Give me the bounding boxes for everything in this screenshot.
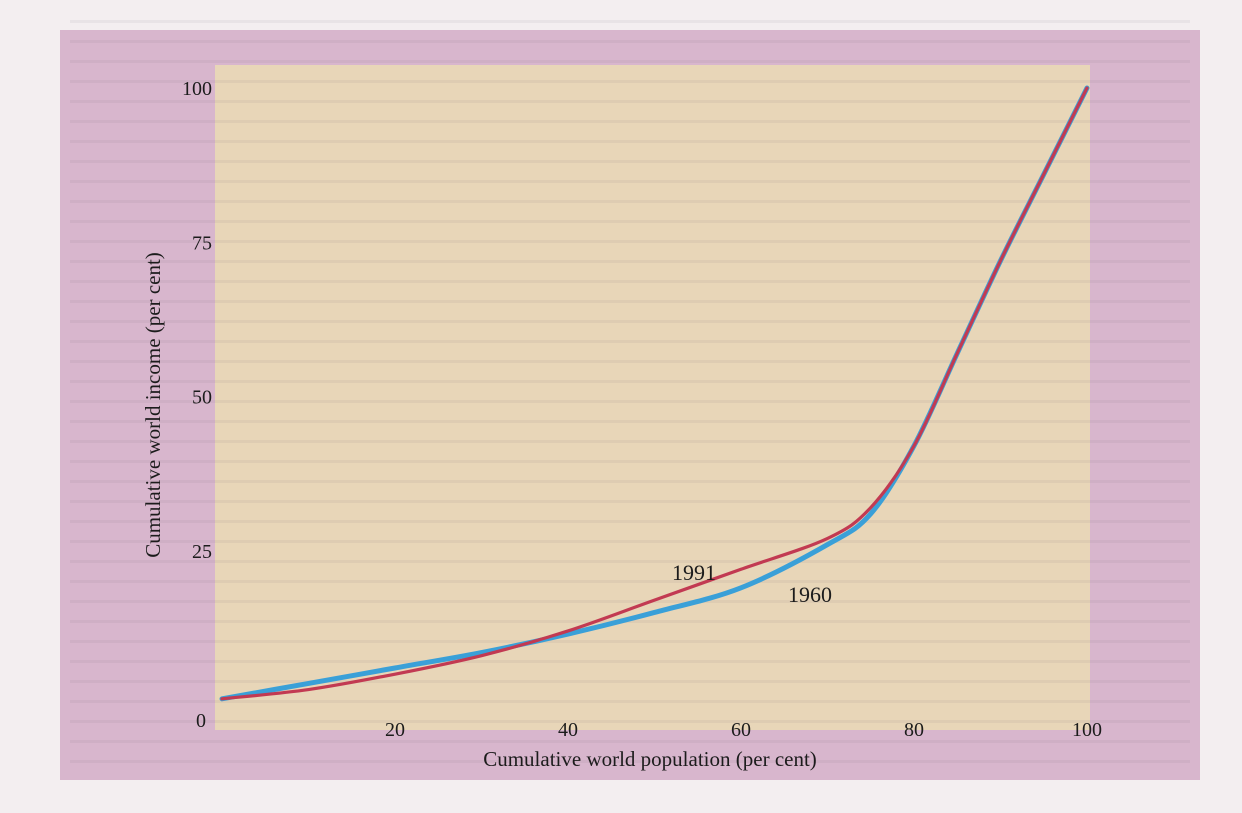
bleed-through-line <box>70 480 1190 483</box>
bleed-through-line <box>70 460 1190 463</box>
bleed-through-line <box>70 240 1190 243</box>
y-tick-label: 75 <box>192 232 212 254</box>
bleed-through-line <box>70 360 1190 363</box>
bleed-through-line <box>70 340 1190 343</box>
labels: Cumulative world population (per cent) C… <box>141 252 832 771</box>
x-tick-label: 100 <box>1072 719 1102 741</box>
y-tick-label: 50 <box>192 387 212 409</box>
series-layer <box>219 85 1090 702</box>
x-tick-label: 20 <box>385 719 405 741</box>
bleed-through-line <box>70 40 1190 43</box>
axes: 20 40 60 80 100 0 25 50 75 100 <box>182 78 1102 741</box>
bleed-through-line <box>70 680 1190 683</box>
bleed-through-line <box>70 440 1190 443</box>
bleed-through-line <box>70 660 1190 663</box>
bleed-through-line <box>70 560 1190 563</box>
background-layer <box>60 20 1200 780</box>
x-tick-label: 60 <box>731 719 751 741</box>
y-tick-label: 0 <box>196 710 206 732</box>
bleed-through-line <box>70 620 1190 623</box>
series-label-1991: 1991 <box>672 560 716 585</box>
bleed-through-line <box>70 60 1190 63</box>
bleed-through-line <box>70 260 1190 263</box>
bleed-through-line <box>70 640 1190 643</box>
y-tick-label: 25 <box>192 541 212 563</box>
x-axis-label: Cumulative world population (per cent) <box>483 747 817 771</box>
bleed-through-line <box>70 420 1190 423</box>
bleed-through-line <box>70 200 1190 203</box>
bleed-through-line <box>70 20 1190 23</box>
bleed-through-line <box>70 160 1190 163</box>
bleed-through-line <box>70 380 1190 383</box>
series-line-1991 <box>220 86 1089 701</box>
bleed-through-line <box>70 500 1190 503</box>
series-label-1960: 1960 <box>788 582 832 607</box>
bleed-through-line <box>70 180 1190 183</box>
bleed-through-line <box>70 700 1190 703</box>
bleed-through-line <box>70 600 1190 603</box>
bleed-through-line <box>70 320 1190 323</box>
x-tick-label: 40 <box>558 719 578 741</box>
bleed-through-line <box>70 400 1190 403</box>
bleed-through-line <box>70 740 1190 743</box>
bleed-through-line <box>70 140 1190 143</box>
y-axis-label: Cumulative world income (per cent) <box>141 252 165 558</box>
bleed-through-line <box>70 280 1190 283</box>
bleed-through-line <box>70 120 1190 123</box>
bleed-through-line <box>70 80 1190 83</box>
x-tick-label: 80 <box>904 719 924 741</box>
bleed-through-line <box>70 300 1190 303</box>
bleed-through-line <box>70 580 1190 583</box>
bleed-through-line <box>70 100 1190 103</box>
bleed-through-line <box>70 720 1190 723</box>
bleed-through-line <box>70 520 1190 523</box>
y-tick-label: 100 <box>182 78 212 100</box>
bleed-through-line <box>70 760 1190 763</box>
bleed-through-line <box>70 220 1190 223</box>
inner-panel <box>215 65 1090 730</box>
bleed-through-line <box>70 540 1190 543</box>
